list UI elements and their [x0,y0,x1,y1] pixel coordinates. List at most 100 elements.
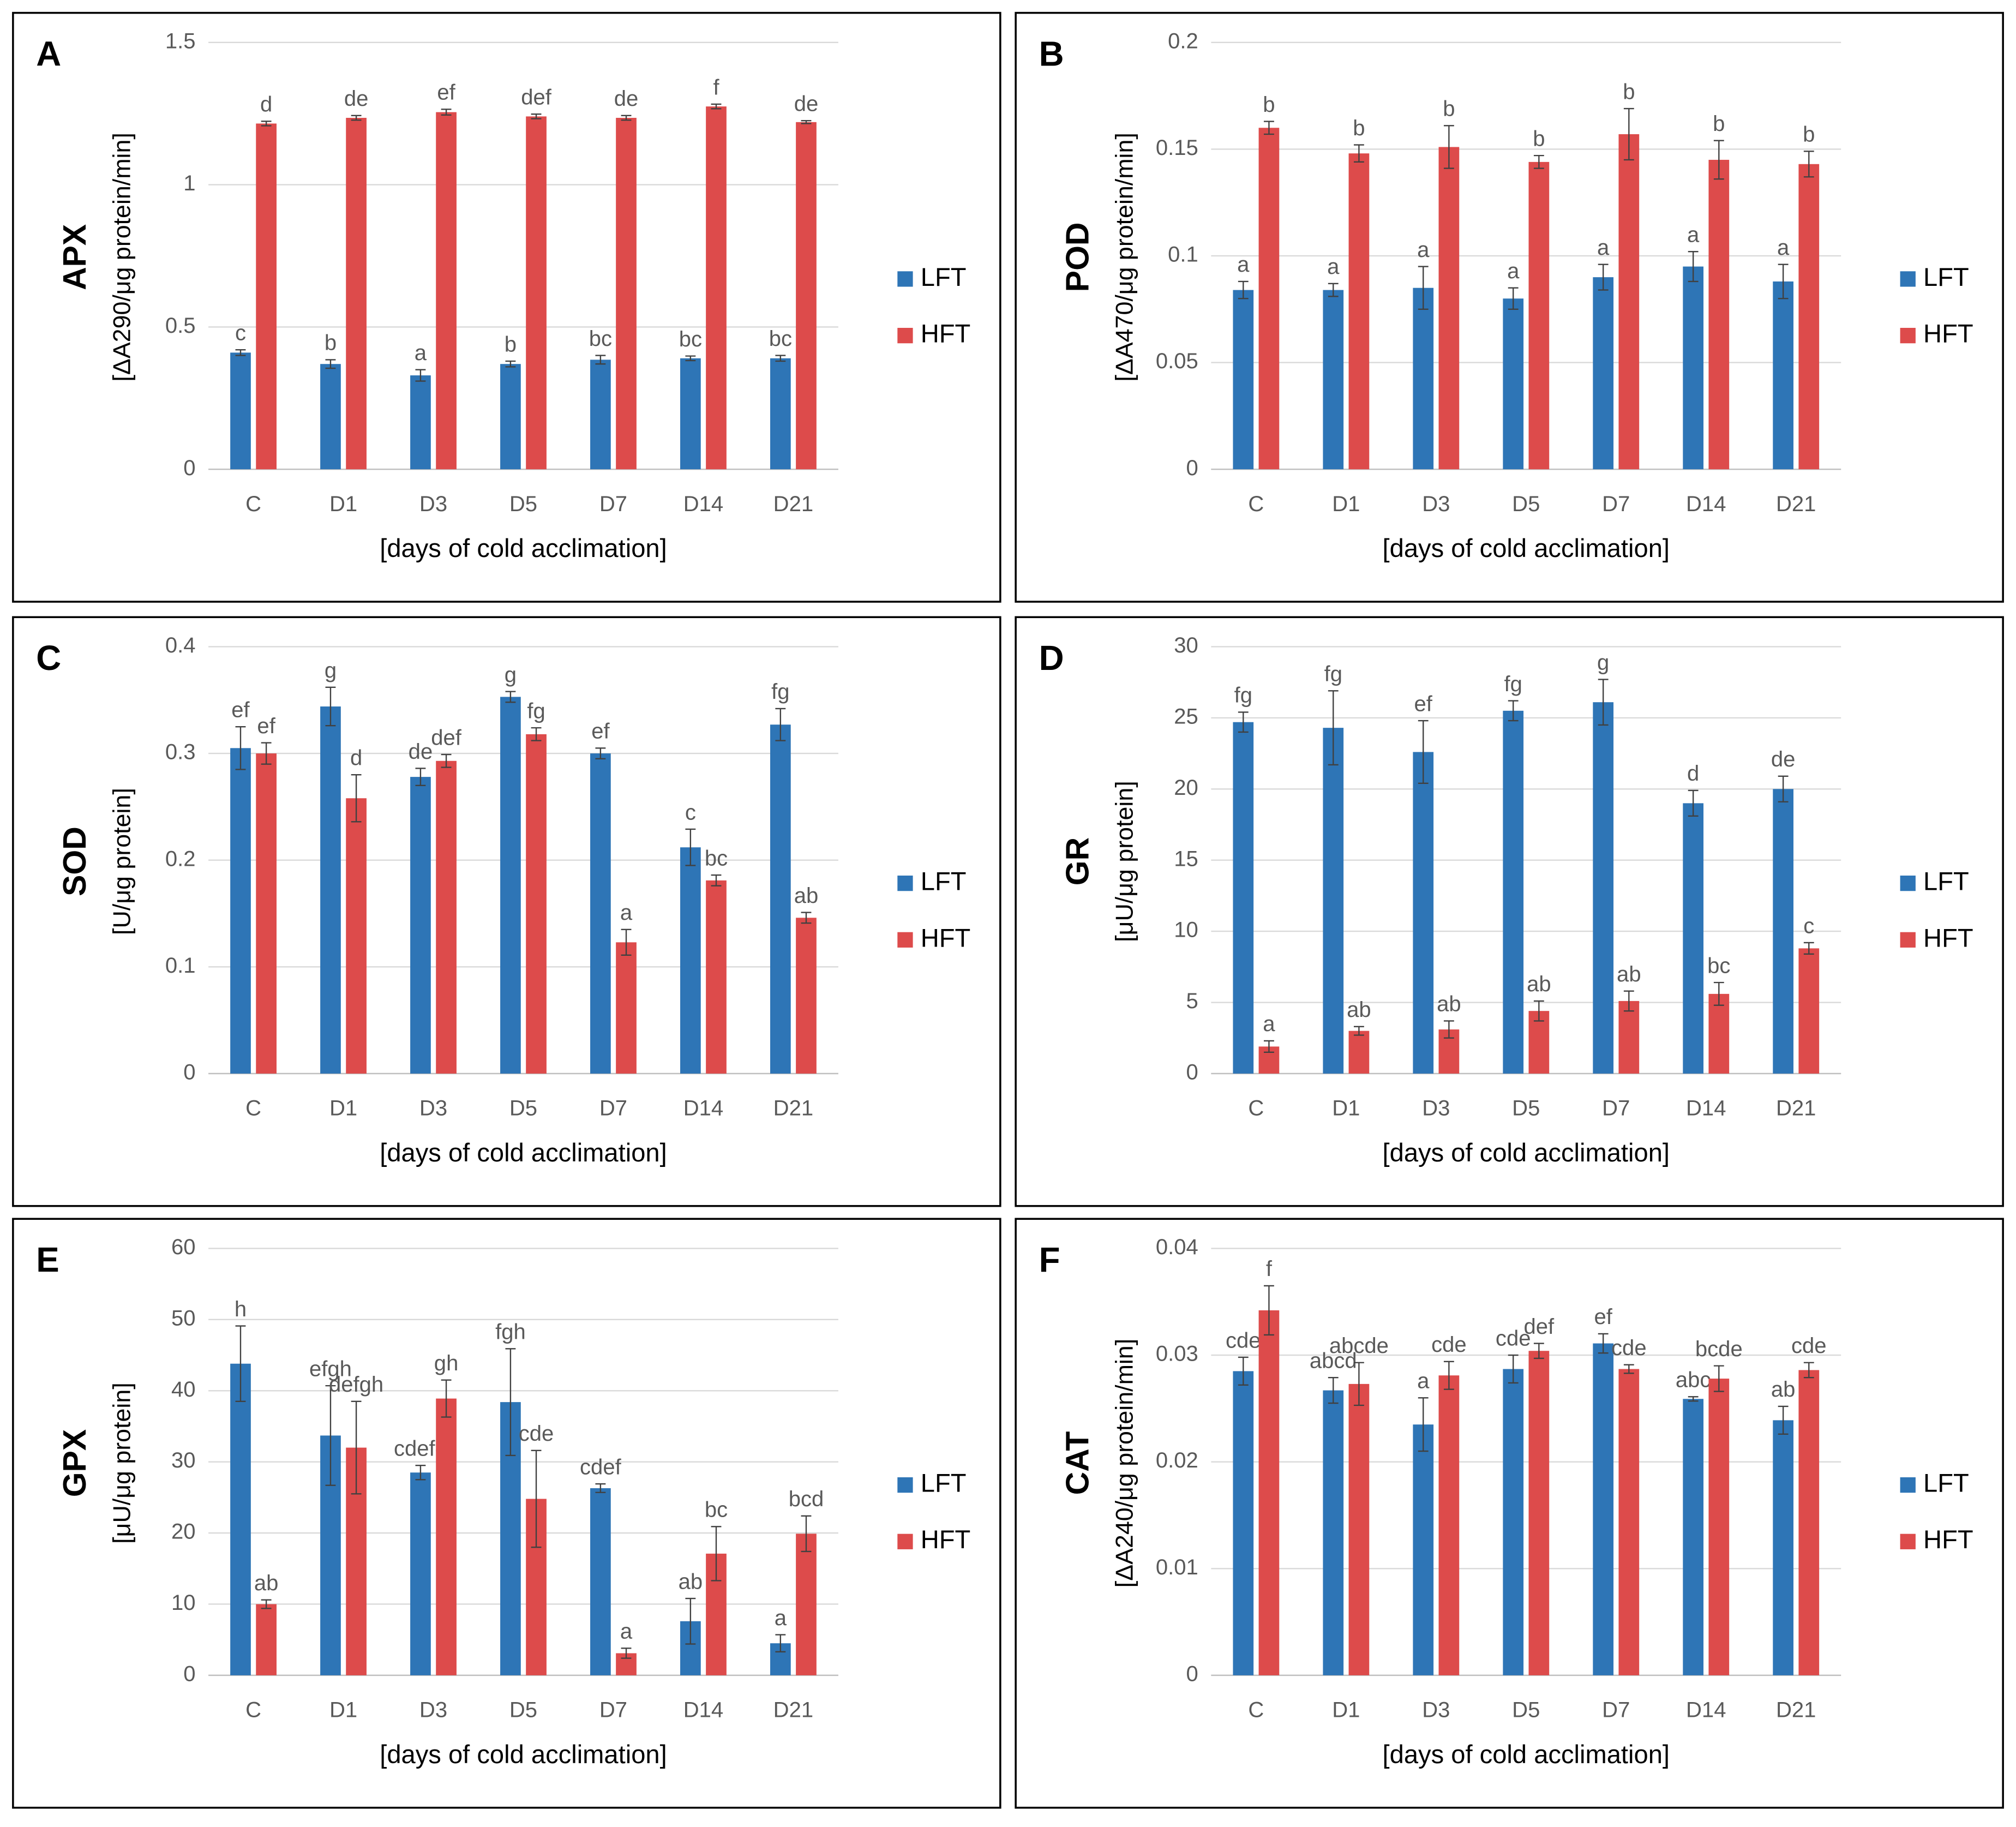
legend-swatch [1900,875,1916,891]
bar [1708,159,1730,470]
y-axis-title: CAT [1060,1431,1096,1495]
error-bar [1598,263,1609,291]
significance-letter: de [1771,747,1796,771]
x-tick-label: D21 [773,492,813,516]
significance-letter: de [409,740,433,764]
significance-letter: fg [1504,672,1522,696]
legend-swatch [1900,271,1916,287]
bar [1258,1310,1280,1675]
x-tick-label: D7 [1602,492,1630,516]
error-bar [1803,942,1814,955]
bar [500,697,521,1074]
error-bar [1713,1365,1724,1392]
bar [1233,722,1254,1074]
error-bar [531,1449,542,1548]
bar [770,724,791,1074]
significance-letter: a [620,901,633,925]
error-bar [801,912,812,924]
legend-swatch [1900,932,1916,948]
panel: D GR [μU/μg protein] [days of cold acclimat… [1015,616,2004,1207]
significance-letter: b [1443,97,1455,121]
error-bar [1443,1361,1454,1390]
significance-letter: cde [519,1422,554,1446]
x-tick-label: C [245,1096,261,1120]
significance-letter: cdef [580,1455,622,1479]
error-bar [261,742,272,765]
bar [1683,1399,1704,1675]
significance-letter: cde [1431,1333,1467,1357]
significance-letter: bc [1707,954,1730,978]
y-axis-label: [μU/μg protein] [108,1382,135,1543]
significance-letter: a [1327,255,1340,279]
bar [230,748,251,1074]
panel-letter: D [1039,639,1064,678]
bar [346,118,367,470]
error-bar [685,355,696,362]
bar [1323,1390,1344,1675]
bar [1438,147,1460,470]
significance-letter: b [505,332,517,356]
error-bar [1598,679,1609,726]
significance-letter: ef [1414,692,1433,716]
error-bar [1688,789,1699,817]
significance-letter: abcd [1310,1349,1357,1373]
bar [1528,1351,1550,1675]
y-tick-label: 1 [183,171,195,195]
error-bar [1353,1362,1364,1406]
x-tick-label: D14 [683,492,723,516]
significance-letter: b [1533,127,1545,151]
y-tick-label: 30 [1174,633,1198,657]
y-tick-label: 25 [1174,704,1198,728]
x-tick-label: D5 [1512,1096,1540,1120]
bar [1413,752,1434,1074]
x-tick-label: D14 [1686,1698,1726,1722]
bar [256,1604,277,1675]
y-tick-label: 0 [1186,1060,1198,1084]
error-bar [1598,1333,1609,1354]
y-tick-label: 20 [1174,776,1198,800]
y-tick-label: 30 [171,1448,196,1472]
error-bar [325,359,336,369]
error-bar [685,1597,696,1645]
y-axis-label: [ΔA470/μg protein/min] [1111,133,1138,381]
error-bar [1688,250,1699,283]
y-tick-label: 40 [171,1377,196,1401]
panel-letter: A [36,35,61,74]
y-tick-label: 0 [1186,456,1198,480]
bar [1503,298,1524,470]
bar [1348,153,1370,470]
x-tick-label: D5 [509,492,537,516]
bar [500,364,521,470]
significance-letter: g [325,658,337,682]
y-tick-label: 1.5 [165,29,196,53]
legend-swatch [897,327,913,344]
significance-letter: d [350,746,362,770]
error-bar [351,1400,362,1495]
bar [1503,1369,1524,1675]
legend-label: HFT [921,923,971,952]
x-tick-label: C [1248,1698,1264,1722]
y-axis-title: SOD [57,826,93,896]
y-tick-label: 20 [171,1520,196,1544]
panel-border [12,11,1001,603]
legend-label: LFT [1923,867,1969,896]
bar [796,122,817,470]
significance-letter: cde [1611,1336,1647,1360]
significance-letter: b [1803,123,1815,147]
bar [1503,710,1524,1074]
significance-letter: c [685,800,696,824]
y-tick-label: 0.02 [1156,1448,1198,1472]
y-tick-label: 0.2 [1168,29,1198,53]
bar [1773,281,1793,470]
bar [1323,728,1344,1074]
significance-letter: ef [591,720,610,744]
error-bar [235,726,246,770]
y-axis-title: GR [1060,837,1096,885]
significance-letter: ef [257,714,275,738]
error-bar [621,1648,632,1659]
y-tick-label: 15 [1174,847,1198,871]
error-bar [1238,1356,1249,1386]
bar [1233,1371,1254,1675]
error-bar [415,369,426,382]
